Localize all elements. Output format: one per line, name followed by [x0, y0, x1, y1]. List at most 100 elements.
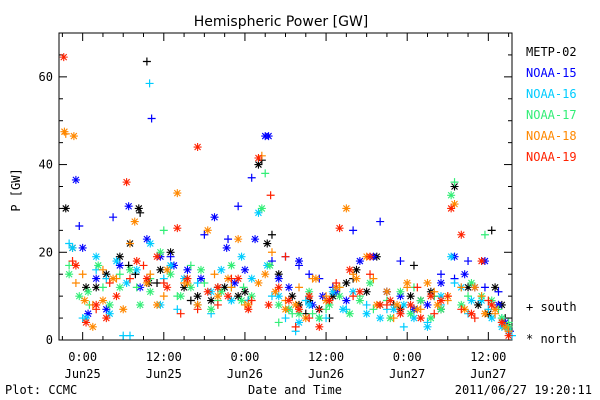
- data-point-north: [244, 305, 253, 314]
- data-point-south: [147, 114, 156, 123]
- data-point-north: [265, 261, 274, 270]
- data-point-north: [355, 296, 364, 305]
- y-tick-label: 20: [39, 245, 53, 259]
- data-point-north: [183, 265, 192, 274]
- data-point-north: [366, 278, 375, 287]
- data-point-south: [369, 305, 378, 314]
- data-point-north: [264, 300, 273, 309]
- data-point-north: [92, 252, 101, 261]
- data-point-south: [186, 296, 195, 305]
- data-point-south: [322, 305, 331, 314]
- data-point-north: [274, 270, 283, 279]
- x-tick-label-date: Jun26: [227, 367, 263, 381]
- data-point-north: [142, 278, 151, 287]
- data-point-south: [247, 173, 256, 182]
- data-point-north: [264, 132, 273, 141]
- data-point-north: [176, 292, 185, 301]
- data-point-south: [457, 305, 466, 314]
- data-point-north: [426, 292, 435, 301]
- data-point-south: [125, 239, 134, 248]
- data-point-south: [480, 230, 489, 239]
- data-point-north: [82, 283, 91, 292]
- data-point-north: [457, 230, 466, 239]
- data-point-north: [180, 283, 189, 292]
- data-point-north: [393, 300, 402, 309]
- data-point-north: [328, 287, 337, 296]
- data-point-south: [308, 309, 317, 318]
- data-point-south: [494, 287, 503, 296]
- data-point-north: [163, 265, 172, 274]
- legend: METP-02 NOAA-15 NOAA-16 NOAA-17 NOAA-18 NOAA-…: [526, 45, 577, 346]
- data-point-south: [322, 314, 331, 323]
- data-point-south: [65, 261, 74, 270]
- data-point-north: [254, 153, 263, 162]
- data-point-north: [193, 143, 202, 152]
- data-point-north: [132, 265, 141, 274]
- data-point-north: [82, 318, 91, 327]
- data-point-north: [254, 278, 263, 287]
- data-point-north: [342, 296, 351, 305]
- legend-marker-north: * north: [526, 332, 577, 346]
- data-point-south: [186, 261, 195, 270]
- data-point-north: [84, 309, 93, 318]
- data-point-north: [295, 257, 304, 266]
- data-point-north: [335, 224, 344, 233]
- data-point-north: [142, 235, 151, 244]
- data-point-south: [68, 257, 77, 266]
- data-point-north: [416, 296, 425, 305]
- y-tick-label: 0: [46, 333, 53, 347]
- data-point-south: [267, 292, 276, 301]
- data-point-north: [112, 292, 121, 301]
- data-point-south: [437, 270, 446, 279]
- data-point-south: [389, 314, 398, 323]
- data-point-south: [266, 191, 275, 200]
- data-point-north: [338, 305, 347, 314]
- data-point-north: [450, 200, 459, 209]
- data-point-north: [480, 309, 489, 318]
- data-point-south: [176, 309, 185, 318]
- data-point-north: [222, 243, 231, 252]
- data-point-north: [352, 274, 361, 283]
- data-point-south: [159, 226, 168, 235]
- plot-credit: Plot: CCMC: [5, 383, 77, 397]
- data-point-north: [470, 283, 479, 292]
- data-point-south: [450, 178, 459, 187]
- legend-entry: NOAA-17: [526, 108, 577, 122]
- data-point-north: [122, 278, 131, 287]
- data-point-north: [220, 283, 229, 292]
- data-point-south: [227, 283, 236, 292]
- data-point-north: [406, 292, 415, 301]
- plot-frame: [58, 32, 513, 341]
- x-tick-label-time: 0:00: [393, 350, 422, 364]
- data-point-north: [257, 204, 266, 213]
- data-point-south: [115, 270, 124, 279]
- data-point-north: [501, 322, 510, 331]
- data-point-north: [183, 278, 192, 287]
- data-point-south: [239, 283, 248, 292]
- data-point-north: [460, 270, 469, 279]
- data-point-south: [227, 274, 236, 283]
- data-point-south: [261, 169, 270, 178]
- data-point-north: [71, 261, 80, 270]
- data-point-south: [139, 261, 148, 270]
- x-tick-label-time: 0:00: [68, 350, 97, 364]
- data-point-north: [65, 270, 74, 279]
- data-point-south: [487, 226, 496, 235]
- data-point-north: [102, 305, 111, 314]
- legend-entry: NOAA-18: [526, 129, 577, 143]
- data-point-north: [125, 265, 134, 274]
- data-point-south: [409, 261, 418, 270]
- data-point-north: [60, 127, 69, 136]
- data-point-north: [406, 300, 415, 309]
- data-point-south: [332, 278, 341, 287]
- data-point-north: [61, 204, 70, 213]
- data-point-south: [210, 270, 219, 279]
- data-point-north: [237, 296, 246, 305]
- data-point-north: [497, 314, 506, 323]
- data-point-north: [234, 235, 243, 244]
- data-point-north: [409, 314, 418, 323]
- data-point-north: [477, 296, 486, 305]
- data-point-north: [142, 274, 151, 283]
- data-point-north: [396, 309, 405, 318]
- data-point-north: [450, 182, 459, 191]
